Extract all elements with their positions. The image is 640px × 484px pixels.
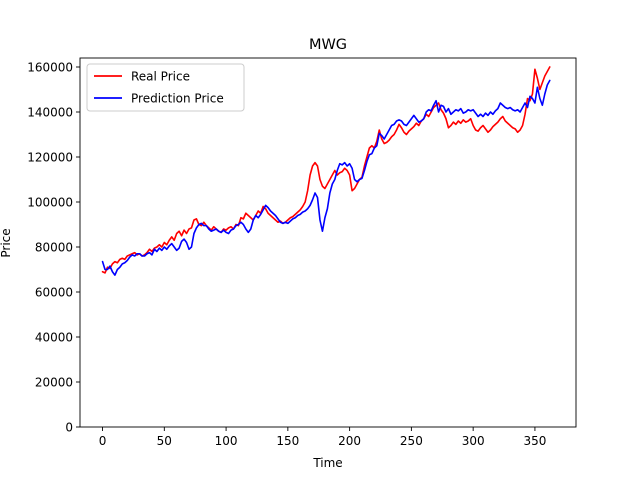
y-axis-label: Price — [0, 228, 13, 257]
y-axis: 0 20000 40000 60000 80000 100000 120000 140000 1… — [27, 61, 80, 435]
y-tick-label: 20000 — [35, 376, 73, 390]
legend-label: Prediction Price — [131, 92, 224, 106]
x-axis: 0 50 100 150 200 250 300 350 — [99, 427, 546, 448]
plot-area — [79, 57, 577, 428]
y-tick-label: 100000 — [27, 196, 73, 210]
x-axis-label: Time — [312, 456, 342, 470]
legend-label: Real Price — [131, 70, 190, 84]
axes-frame — [79, 57, 577, 428]
x-tick-label: 150 — [276, 434, 299, 448]
y-tick-label: 140000 — [27, 106, 73, 120]
legend-box — [86, 63, 245, 112]
y-tick-label: 160000 — [27, 61, 73, 75]
y-tick-label: 80000 — [35, 241, 73, 255]
x-tick-label: 350 — [523, 434, 546, 448]
legend: Real Price Prediction Price — [86, 63, 245, 112]
x-tick-label: 250 — [400, 434, 423, 448]
x-tick-label: 200 — [338, 434, 361, 448]
x-tick-label: 50 — [157, 434, 172, 448]
y-tick-label: 0 — [65, 421, 73, 435]
y-tick-label: 120000 — [27, 151, 73, 165]
x-tick-label: 0 — [99, 434, 107, 448]
x-tick-label: 100 — [215, 434, 238, 448]
x-tick-label: 300 — [462, 434, 485, 448]
series-line-prediction-price — [101, 79, 551, 276]
chart-title: MWG — [309, 37, 347, 53]
y-tick-label: 60000 — [35, 286, 73, 300]
series-line-real-price — [101, 66, 551, 274]
y-tick-label: 40000 — [35, 331, 73, 345]
